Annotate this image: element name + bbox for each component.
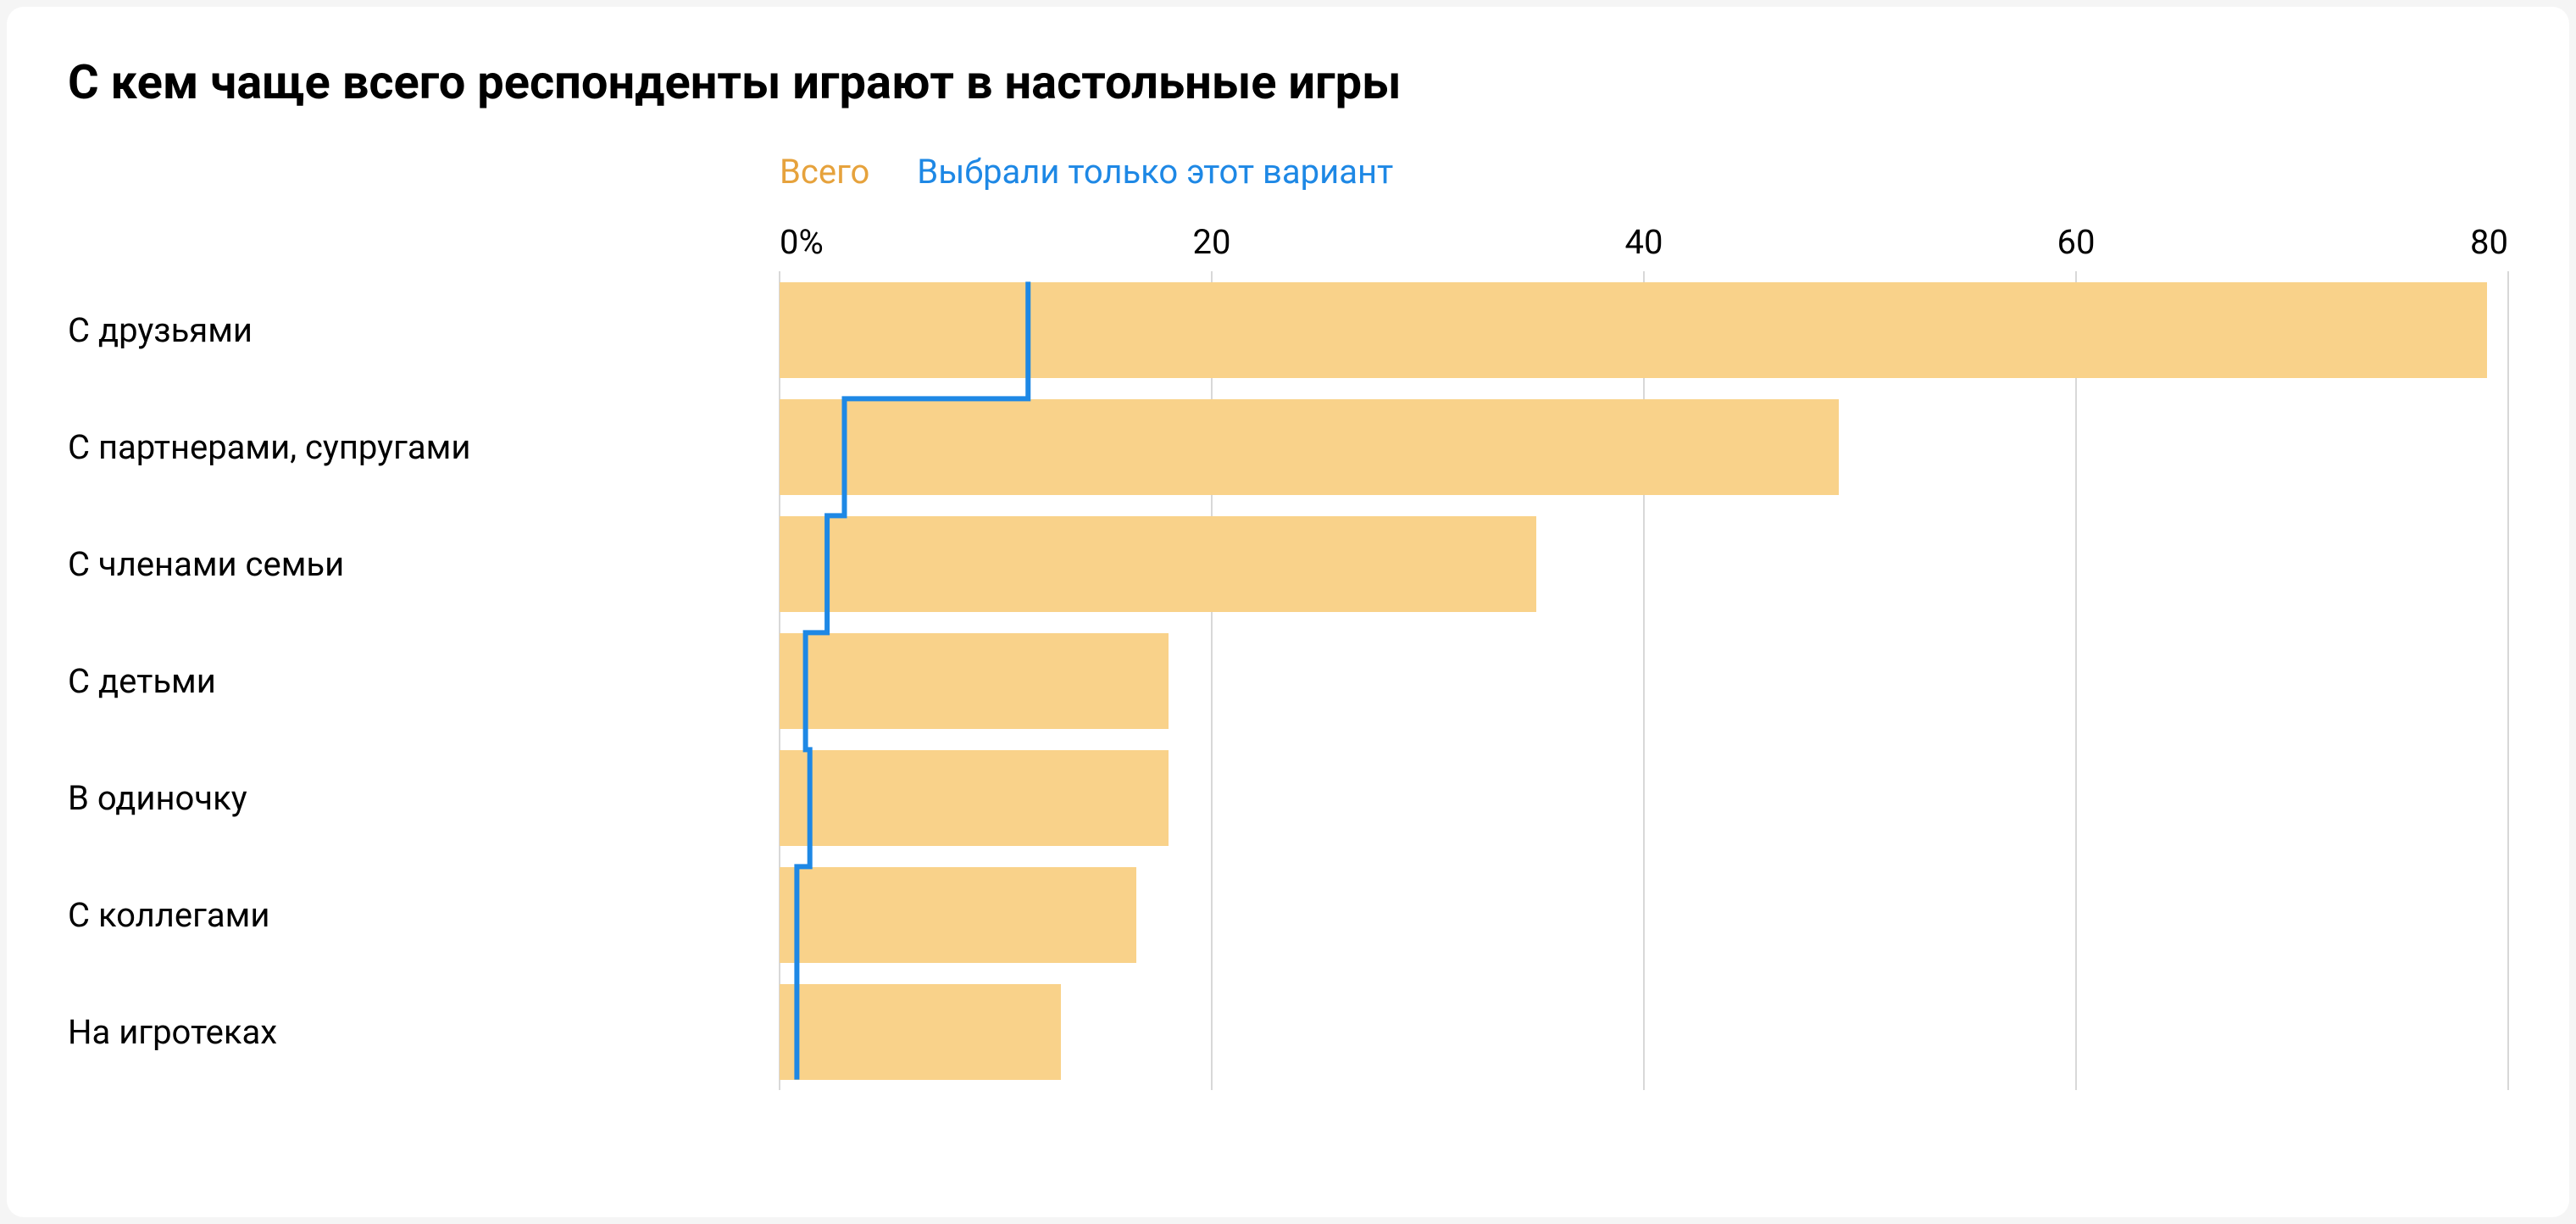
row-label: С друзьями bbox=[68, 271, 780, 388]
plot-area bbox=[780, 271, 2508, 1090]
x-tick-label: 20 bbox=[1193, 222, 1231, 262]
bar bbox=[780, 633, 1169, 729]
bar bbox=[780, 399, 1839, 495]
row-label: С коллегами bbox=[68, 856, 780, 973]
x-tick-label: 40 bbox=[1625, 222, 1663, 262]
bar bbox=[780, 282, 2487, 378]
bar bbox=[780, 867, 1136, 963]
chart-card: С кем чаще всего респонденты играют в на… bbox=[7, 7, 2569, 1217]
row-label: С детьми bbox=[68, 622, 780, 739]
grid-line bbox=[1211, 271, 1213, 1090]
chart: Всего Выбрали только этот вариант 0% 20 40 6… bbox=[68, 152, 2508, 1090]
legend: Всего Выбрали только этот вариант bbox=[780, 152, 2508, 192]
row-label: С членами семьи bbox=[68, 505, 780, 622]
row-label: С партнерами, супругами bbox=[68, 388, 780, 505]
x-tick-label: 60 bbox=[2057, 222, 2096, 262]
bar bbox=[780, 984, 1061, 1080]
row-label: В одиночку bbox=[68, 739, 780, 856]
grid-line bbox=[2075, 271, 2077, 1090]
grid-line bbox=[2507, 271, 2509, 1090]
grid-line bbox=[1643, 271, 1645, 1090]
x-tick-label: 0% bbox=[780, 222, 824, 262]
chart-title: С кем чаще всего респонденты играют в на… bbox=[68, 54, 2508, 111]
bar bbox=[780, 750, 1169, 846]
legend-spacer bbox=[68, 152, 780, 222]
x-axis: 0% 20 40 60 80 bbox=[780, 222, 2508, 271]
x-tick-label: 80 bbox=[2470, 222, 2508, 262]
legend-item-1: Выбрали только этот вариант bbox=[917, 152, 1393, 192]
axis-spacer bbox=[68, 222, 780, 271]
bar bbox=[780, 516, 1536, 612]
legend-item-0: Всего bbox=[780, 152, 869, 192]
row-label: На игротеках bbox=[68, 973, 780, 1090]
